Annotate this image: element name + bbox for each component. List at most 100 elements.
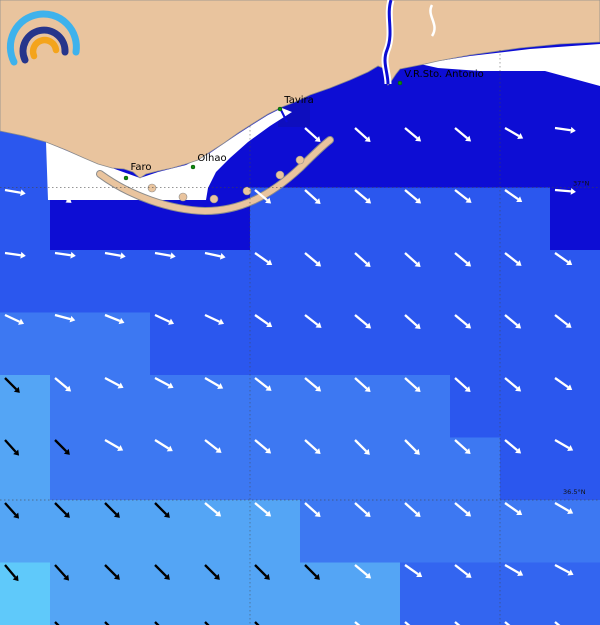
wind-arrow-shaft	[554, 563, 570, 574]
wind-arrow-shaft	[204, 251, 221, 258]
wind-arrow-shaft	[304, 377, 318, 390]
wind-arrow-shaft	[354, 564, 368, 577]
tavira-inlet	[280, 109, 288, 123]
sea-cell	[150, 500, 201, 563]
sea-cell	[300, 312, 351, 376]
sea-cell	[150, 437, 201, 501]
sea-cell	[100, 437, 151, 501]
wind-arrow-shaft	[154, 564, 168, 578]
wind-arrow-head	[18, 318, 25, 325]
sea-cell	[450, 562, 501, 625]
sea-cell	[300, 562, 351, 625]
wind-arrow-shaft	[304, 127, 318, 140]
wind-arrow-shaft	[104, 621, 110, 625]
wind-arrow-shaft	[54, 313, 71, 321]
wind-arrow-head	[163, 511, 170, 518]
wind-arrow-head	[365, 572, 372, 579]
wind-arrow-head	[465, 572, 472, 578]
wind-arrow-shaft	[354, 314, 368, 327]
wind-arrow-head	[515, 322, 522, 329]
sea-cell	[550, 312, 600, 376]
wind-arrow-head	[516, 196, 523, 203]
wind-arrow-head	[266, 259, 273, 266]
sea-cell	[350, 437, 401, 501]
sea-cell	[550, 250, 600, 313]
sea-cell	[150, 250, 201, 313]
wind-arrow-head	[170, 252, 176, 260]
wind-arrow-shaft	[304, 314, 319, 326]
wind-arrow-shaft	[204, 502, 218, 515]
wind-arrow-shaft	[154, 251, 171, 257]
logo-outer-arc	[6, 10, 80, 66]
sea-cell	[100, 250, 151, 313]
sea-cell	[500, 500, 551, 563]
island-blob	[242, 186, 252, 196]
sea-cell	[500, 250, 551, 313]
wind-arrow-head	[314, 448, 321, 455]
wind-arrow-shaft	[554, 126, 572, 132]
wind-arrow-shaft	[354, 377, 368, 390]
wind-arrow-head	[416, 571, 423, 578]
wind-arrow-head	[265, 197, 272, 204]
sea-cell	[50, 500, 101, 563]
wind-arrow-shaft	[404, 314, 418, 327]
wind-arrow-shaft	[354, 252, 368, 265]
wind-arrow-head	[517, 570, 524, 576]
sea-cell	[400, 125, 451, 188]
sea-cell	[450, 312, 501, 376]
city-label: Olhao	[197, 153, 226, 164]
wind-arrow-shaft	[404, 127, 418, 140]
wind-arrow-head	[13, 512, 20, 519]
wind-arrow-head	[69, 315, 76, 323]
wind-arrow-head	[570, 188, 576, 195]
sea-cell	[50, 437, 101, 501]
wind-arrow-head	[465, 197, 472, 203]
sea-cell	[250, 250, 301, 313]
wind-arrow-shaft	[554, 188, 572, 193]
wind-arrow-head	[414, 323, 421, 330]
sea-cell	[300, 250, 351, 313]
wind-arrow-shaft	[304, 189, 318, 202]
wind-arrow-head	[565, 322, 572, 328]
city-marker	[277, 106, 283, 112]
wind-arrow-head	[465, 510, 472, 517]
wind-arrow-shaft	[254, 314, 269, 326]
island-blob	[178, 192, 188, 202]
wind-arrow-head	[12, 575, 19, 582]
sea-cell	[300, 375, 351, 438]
wind-arrow-shaft	[154, 621, 160, 625]
wind-arrow-head	[265, 385, 272, 391]
sea-cell	[250, 375, 301, 438]
wind-arrow-shaft	[504, 377, 518, 390]
sea-cell	[50, 562, 101, 625]
wind-arrow-head	[567, 569, 574, 576]
wind-arrow-shaft	[304, 564, 318, 578]
wind-arrow-shaft	[254, 189, 268, 202]
wind-arrow-head	[263, 573, 270, 580]
sea-cell	[0, 312, 51, 376]
wind-arrow-head	[213, 573, 220, 580]
sea-cell	[200, 250, 251, 313]
sea-cell	[50, 312, 101, 376]
wind-arrow-head	[20, 251, 26, 259]
sea-cell	[300, 437, 351, 501]
wind-arrow-head	[566, 384, 573, 391]
wind-arrow-head	[364, 261, 371, 268]
sea-cell	[50, 250, 101, 313]
wind-arrow-head	[65, 385, 72, 392]
wind-arrow-shaft	[304, 252, 318, 265]
sea-cell	[0, 187, 51, 251]
sea-cell	[200, 312, 251, 376]
wind-arrow-shaft	[554, 621, 561, 625]
sea-cell	[350, 500, 401, 563]
wind-arrow-shaft	[354, 189, 368, 202]
wind-arrow-shaft	[154, 502, 168, 516]
wind-arrow-head	[163, 573, 170, 580]
wind-arrow-head	[570, 126, 576, 134]
wind-arrow-shaft	[54, 564, 67, 578]
logo-inner-arc	[29, 36, 60, 60]
sea-cell	[450, 250, 501, 313]
wind-arrow-shaft	[4, 377, 18, 391]
wind-arrow-head	[166, 445, 173, 452]
wind-arrow-head	[118, 317, 125, 325]
